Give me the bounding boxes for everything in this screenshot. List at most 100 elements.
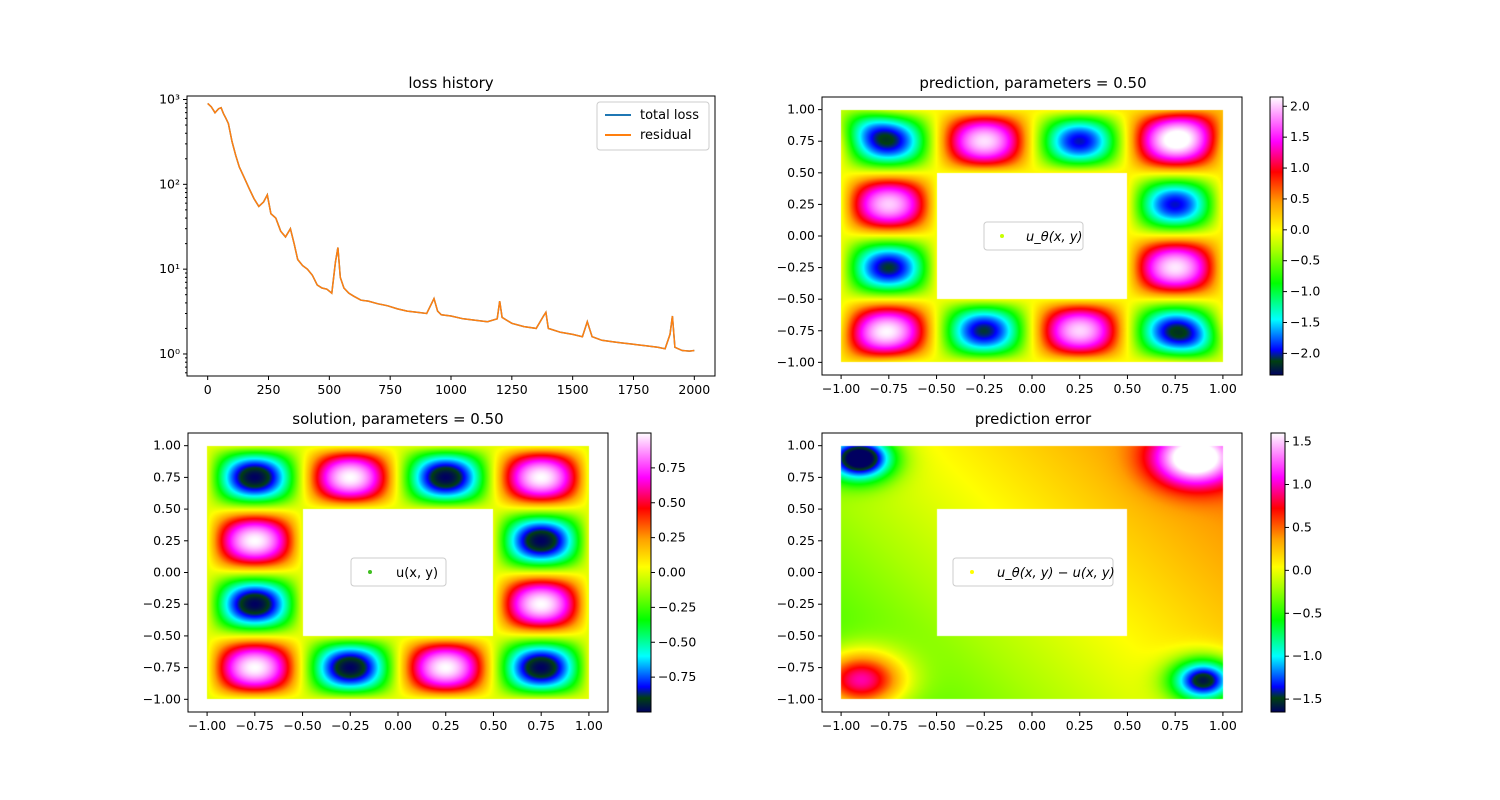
- colorbar-tick-label: −2.0: [1290, 345, 1320, 360]
- loss-history-title: loss history: [408, 74, 493, 92]
- prediction-x-axis: −1.00 −0.75 −0.50 −0.25 0.00 0.25 0.50 0.75 1.00: [822, 375, 1237, 396]
- solution-legend-label: u(x, y): [396, 566, 438, 581]
- x-tick-label: 0.00: [1018, 381, 1046, 396]
- solution-legend-box: [350, 557, 447, 587]
- y-tick-label: −0.25: [777, 260, 815, 275]
- prediction-colorbar: [1269, 96, 1284, 376]
- colorbar-tick-label: 0.5: [1290, 191, 1310, 206]
- colorbar-tick-label: 1.5: [1292, 434, 1312, 449]
- colorbar-tick-label: 1.0: [1292, 477, 1312, 492]
- y-tick-label: −0.50: [143, 628, 181, 643]
- error-x-axis: −1.00 −0.75 −0.50 −0.25 0.00 0.25 0.50 0.75 1.00: [822, 712, 1237, 733]
- y-tick-label: −1.00: [777, 354, 815, 369]
- colorbar-tick-label: −0.75: [658, 669, 696, 684]
- prediction-title: prediction, parameters = 0.50: [919, 74, 1146, 92]
- colorbar-tick-label: −0.5: [1292, 605, 1322, 620]
- x-tick-label: −0.25: [965, 381, 1003, 396]
- x-tick-label: −1.00: [188, 718, 226, 733]
- error-y-axis: −1.00 −0.75 −0.50 −0.25 0.00 0.25 0.50 0.75 1.00: [777, 438, 822, 706]
- colorbar-tick-label: −1.5: [1292, 691, 1322, 706]
- colorbar-tick-label: −1.0: [1290, 284, 1320, 299]
- error-panel: prediction error −1.00 −0.75 −0.50 −0.25 0.0…: [777, 410, 1323, 733]
- y-tick-label: 10³: [159, 92, 180, 107]
- colorbar-tick-label: −1.5: [1290, 314, 1320, 329]
- x-tick-label: 500: [317, 382, 341, 397]
- solution-legend: u(x, y): [350, 557, 447, 587]
- solution-y-axis: −1.00 −0.75 −0.50 −0.25 0.00 0.25 0.50 0.75 1.00: [143, 438, 188, 706]
- colorbar-tick-label: 0.50: [658, 495, 686, 510]
- x-tick-label: 0.00: [384, 718, 412, 733]
- x-tick-label: −0.50: [917, 381, 955, 396]
- loss-x-axis: 0 250 500 750 1000 1250 1500 1750 2000: [204, 376, 710, 397]
- x-tick-label: −1.00: [822, 718, 860, 733]
- y-tick-label: −1.00: [777, 691, 815, 706]
- y-tick-label: −0.75: [777, 660, 815, 675]
- x-tick-label: 0.75: [1161, 381, 1189, 396]
- solution-x-axis: −1.00 −0.75 −0.50 −0.25 0.00 0.25 0.50 0.75 1.00: [188, 712, 603, 733]
- colorbar-tick-label: −1.0: [1292, 648, 1322, 663]
- x-tick-label: 1.00: [1209, 381, 1237, 396]
- colorbar-tick-label: 0.00: [658, 565, 686, 580]
- x-tick-label: 0.50: [1114, 381, 1142, 396]
- x-tick-label: −0.50: [283, 718, 321, 733]
- x-tick-label: 0.50: [1114, 718, 1142, 733]
- x-tick-label: −0.25: [331, 718, 369, 733]
- y-tick-label: 0.75: [787, 133, 815, 148]
- x-tick-label: −0.75: [870, 381, 908, 396]
- legend-label-residual: residual: [640, 128, 692, 143]
- error-title: prediction error: [975, 410, 1092, 428]
- colorbar-tick-label: 2.0: [1290, 98, 1310, 113]
- x-tick-label: −0.75: [236, 718, 274, 733]
- y-tick-label: −0.25: [143, 596, 181, 611]
- error-legend: u_θ(x, y) − u(x, y): [952, 557, 1115, 587]
- colorbar-tick-label: −0.25: [658, 599, 696, 614]
- colorbar-tick-label: 0.25: [658, 530, 686, 545]
- x-tick-label: 0.25: [432, 718, 460, 733]
- y-tick-label: 0.00: [787, 228, 815, 243]
- x-tick-label: 0.00: [1018, 718, 1046, 733]
- solution-panel: solution, parameters = 0.50 −1.00 −0.75 −0…: [143, 410, 697, 733]
- prediction-legend-marker: [1000, 234, 1004, 238]
- loss-legend: total loss residual: [596, 101, 710, 151]
- y-tick-label: −0.50: [777, 628, 815, 643]
- colorbar-tick-label: 0.5: [1292, 519, 1312, 534]
- error-legend-label: u_θ(x, y) − u(x, y): [997, 566, 1115, 581]
- colorbar-tick-label: 1.0: [1290, 160, 1310, 175]
- solution-legend-marker: [368, 570, 372, 574]
- x-tick-label: 0.25: [1066, 381, 1094, 396]
- y-tick-label: 0.50: [787, 501, 815, 516]
- x-tick-label: −0.25: [965, 718, 1003, 733]
- x-tick-label: 1.00: [1209, 718, 1237, 733]
- y-tick-label: 0.25: [787, 196, 815, 211]
- loss-history-panel: loss history 0 250 500 750 1000 1250 1500 1750 2…: [159, 74, 716, 397]
- y-tick-label: −0.75: [143, 660, 181, 675]
- y-tick-label: 1.00: [153, 438, 181, 453]
- solution-colorbar-ticks: −0.75 −0.50 −0.25 0.00 0.25 0.50 0.75: [651, 460, 696, 684]
- y-tick-label: 10¹: [159, 261, 180, 276]
- prediction-legend-box: [983, 221, 1084, 251]
- y-tick-label: 0.25: [787, 533, 815, 548]
- x-tick-label: 0.25: [1066, 718, 1094, 733]
- prediction-colorbar-ticks: −2.0 −1.5 −1.0 −0.5 0.0 0.5 1.0 1.5 2.0: [1283, 98, 1320, 360]
- prediction-legend: u_θ(x, y): [983, 221, 1084, 251]
- error-colorbar-ticks: −1.5 −1.0 −0.5 0.0 0.5 1.0 1.5: [1285, 434, 1322, 706]
- y-tick-label: 1.00: [787, 102, 815, 117]
- solution-title: solution, parameters = 0.50: [292, 410, 503, 428]
- colorbar-tick-label: −0.50: [658, 634, 696, 649]
- y-tick-label: −0.50: [777, 291, 815, 306]
- y-tick-label: −0.75: [777, 323, 815, 338]
- x-tick-label: 250: [257, 382, 281, 397]
- error-legend-marker: [970, 570, 974, 574]
- y-tick-label: −0.25: [777, 596, 815, 611]
- prediction-legend-label: u_θ(x, y): [1026, 230, 1083, 245]
- y-tick-label: 0.75: [153, 469, 181, 484]
- prediction-panel: prediction, parameters = 0.50 −1.00 −0.75…: [777, 74, 1321, 396]
- colorbar-tick-label: 0.0: [1292, 562, 1312, 577]
- y-tick-label: 0.50: [787, 165, 815, 180]
- colorbar-tick-label: 0.75: [658, 460, 686, 475]
- y-tick-label: 10²: [159, 176, 180, 191]
- y-tick-label: 1.00: [787, 438, 815, 453]
- y-tick-label: 0.00: [153, 565, 181, 580]
- x-tick-label: 0.75: [527, 718, 555, 733]
